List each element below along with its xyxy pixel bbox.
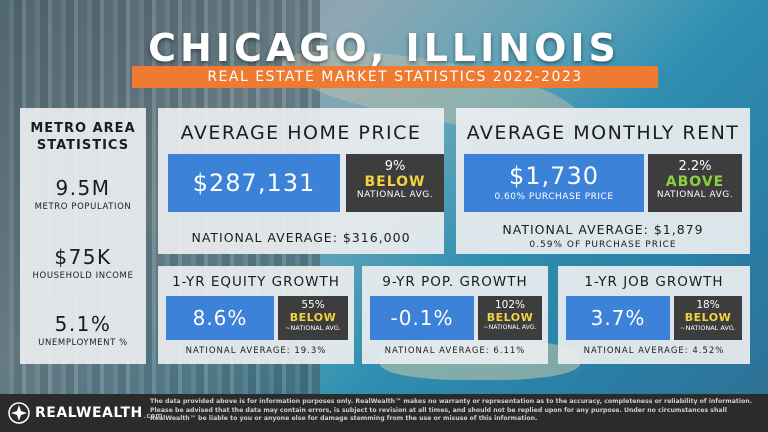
equity-compare-dir: BELOW: [289, 311, 337, 324]
disclaimer: The data provided above is for informati…: [150, 398, 752, 423]
metro-stats-header: METRO AREA STATISTICS: [30, 121, 136, 153]
realwealth-logo[interactable]: REALWEALTH .com: [8, 402, 163, 424]
rent-national-sub: 0.59% OF PURCHASE PRICE: [529, 240, 677, 250]
home-price-compare-dir: BELOW: [364, 174, 426, 190]
rent-compare-pct: 2.2%: [678, 159, 712, 174]
job-national: NATIONAL AVERAGE: 4.52%: [583, 346, 725, 356]
rent-value-text: $1,730: [509, 162, 599, 190]
footer: REALWEALTH .com The data provided above i…: [0, 394, 768, 432]
job-compare-dir: BELOW: [684, 311, 732, 324]
pop-compare-pct: 102%: [494, 299, 526, 311]
pop-heading: 9-YR POP. GROWTH: [382, 274, 528, 290]
job-value-text: 3.7%: [590, 306, 646, 330]
pop-value-text: -0.1%: [390, 306, 454, 330]
home-price-panel: AVERAGE HOME PRICE $287,131 9% BELOW NAT…: [158, 108, 444, 254]
pop-growth-panel: 9-YR POP. GROWTH -0.1% 102% BELOW ~NATIO…: [362, 266, 548, 364]
home-price-heading: AVERAGE HOME PRICE: [180, 122, 422, 144]
unemployment-value: 5.1%: [54, 312, 112, 336]
home-price-compare-label: NATIONAL AVG.: [356, 190, 434, 200]
realwealth-logo-icon: [8, 402, 30, 424]
rent-value: $1,730 0.60% PURCHASE PRICE: [464, 154, 644, 212]
home-price-national: NATIONAL AVERAGE: $316,000: [191, 230, 411, 245]
rent-value-sub: 0.60% PURCHASE PRICE: [494, 192, 614, 202]
equity-heading: 1-YR EQUITY GROWTH: [172, 274, 340, 290]
metro-population-value: 9.5M: [55, 176, 111, 200]
equity-national: NATIONAL AVERAGE: 19.3%: [185, 346, 327, 356]
job-heading: 1-YR JOB GROWTH: [584, 274, 724, 290]
household-income-label: HOUSEHOLD INCOME: [32, 271, 134, 281]
job-value: 3.7%: [566, 296, 670, 340]
rent-compare-dir: ABOVE: [665, 174, 725, 190]
rent-heading: AVERAGE MONTHLY RENT: [466, 122, 740, 144]
pop-compare: 102% BELOW ~NATIONAL AVG.: [478, 296, 542, 340]
realwealth-brand: REALWEALTH: [35, 405, 143, 421]
pop-compare-dir: BELOW: [486, 311, 534, 324]
home-price-compare-pct: 9%: [384, 159, 406, 174]
metro-stats-panel: METRO AREA STATISTICS 9.5M METRO POPULAT…: [20, 108, 146, 364]
realwealth-brand-suffix: .com: [143, 412, 163, 420]
page-title: CHICAGO, ILLINOIS: [148, 26, 620, 70]
equity-compare: 55% BELOW ~NATIONAL AVG.: [278, 296, 348, 340]
job-growth-panel: 1-YR JOB GROWTH 3.7% 18% BELOW ~NATIONAL…: [558, 266, 750, 364]
household-income-value: $75K: [54, 245, 112, 269]
rent-national: NATIONAL AVERAGE: $1,879: [502, 222, 704, 237]
metro-population-label: METRO POPULATION: [34, 202, 132, 212]
pop-compare-label: ~NATIONAL AVG.: [483, 324, 537, 331]
equity-value: 8.6%: [166, 296, 274, 340]
equity-value-text: 8.6%: [192, 306, 248, 330]
rent-compare-label: NATIONAL AVG.: [656, 190, 734, 200]
equity-compare-label: ~NATIONAL AVG.: [285, 324, 341, 332]
job-compare: 18% BELOW ~NATIONAL AVG.: [674, 296, 742, 340]
job-compare-pct: 18%: [696, 299, 720, 311]
subtitle-bar: REAL ESTATE MARKET STATISTICS 2022-2023: [132, 66, 658, 88]
home-price-value-text: $287,131: [192, 169, 316, 197]
pop-national: NATIONAL AVERAGE: 6.11%: [384, 346, 526, 356]
job-compare-label: ~NATIONAL AVG.: [680, 324, 736, 332]
home-price-compare: 9% BELOW NATIONAL AVG.: [346, 154, 444, 212]
equity-compare-pct: 55%: [301, 299, 325, 311]
pop-value: -0.1%: [370, 296, 474, 340]
equity-growth-panel: 1-YR EQUITY GROWTH 8.6% 55% BELOW ~NATIO…: [158, 266, 354, 364]
unemployment-label: UNEMPLOYMENT %: [38, 338, 128, 348]
home-price-value: $287,131: [168, 154, 340, 212]
rent-panel: AVERAGE MONTHLY RENT $1,730 0.60% PURCHA…: [456, 108, 750, 254]
rent-compare: 2.2% ABOVE NATIONAL AVG.: [648, 154, 742, 212]
